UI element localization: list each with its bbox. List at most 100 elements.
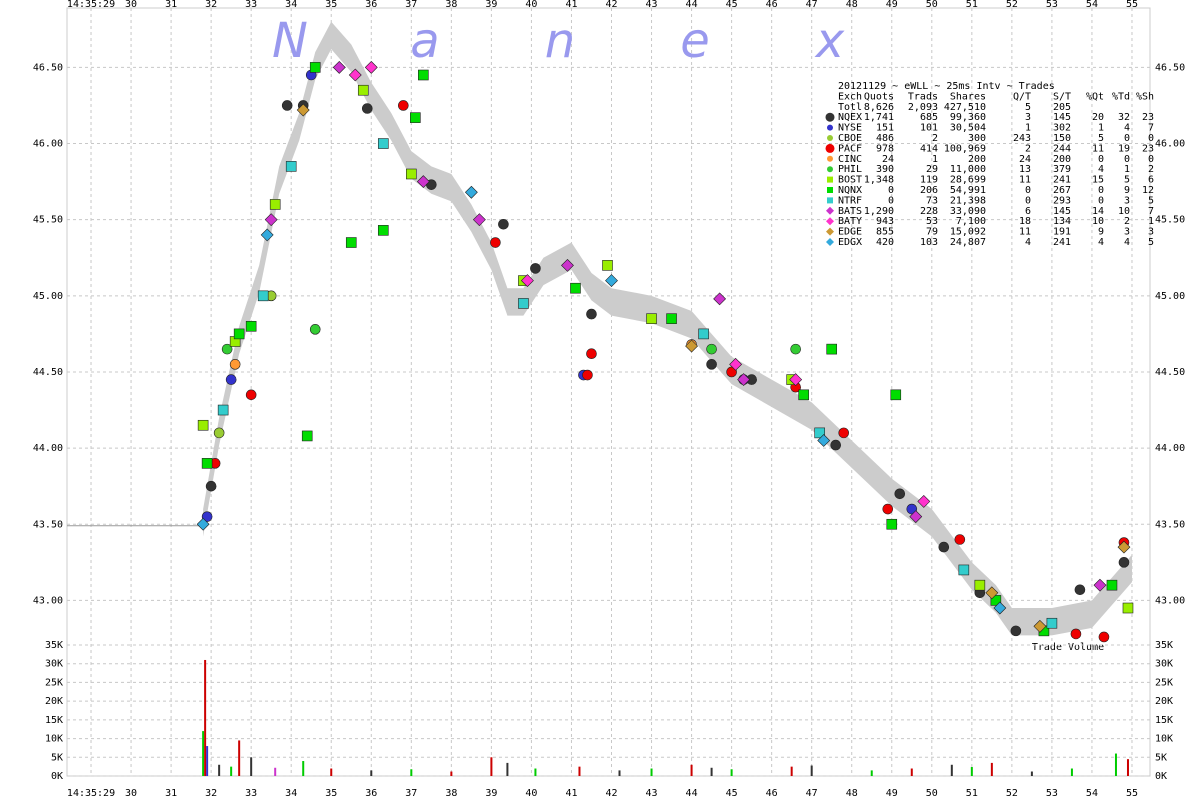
table-cell: 486 <box>876 133 894 144</box>
volume-tick-label: 0K <box>1155 771 1167 782</box>
x-tick-label: 50 <box>926 788 938 799</box>
table-cell: 73 <box>926 195 938 206</box>
table-cell: 200 <box>968 154 986 165</box>
volume-tick-label: 35K <box>45 640 63 651</box>
table-cell: 10 <box>1092 216 1104 227</box>
volume-bar <box>490 757 493 776</box>
table-cell: 267 <box>1053 185 1071 196</box>
volume-bar <box>274 767 277 776</box>
volume-bar <box>410 769 413 776</box>
y-tick-label: 43.00 <box>1155 595 1185 606</box>
trade-marker <box>416 175 430 189</box>
table-cell: 23 <box>1142 143 1154 154</box>
volume-bar <box>810 765 813 776</box>
table-cell: 4 <box>1124 123 1130 134</box>
table-cell: 6 <box>1025 206 1031 217</box>
y-tick-label: 46.00 <box>1155 139 1185 150</box>
table-cell: 302 <box>1053 123 1071 134</box>
trade-marker <box>245 389 257 401</box>
y-tick-label: 45.50 <box>33 215 63 226</box>
x-tick-label: 33 <box>245 0 257 10</box>
x-tick-label: 55 <box>1126 788 1138 799</box>
trade-marker <box>1098 631 1110 643</box>
x-tick-label: 41 <box>565 788 577 799</box>
trade-marker <box>285 161 297 172</box>
table-cell: 119 <box>920 175 938 186</box>
table-cell: 101 <box>920 123 938 134</box>
table-cell: 5 <box>1148 237 1154 248</box>
trade-marker <box>685 339 699 353</box>
x-tick-label: 49 <box>886 788 898 799</box>
x-tick-label: 47 <box>806 788 818 799</box>
trade-marker <box>309 62 321 73</box>
x-tick-label: 37 <box>405 0 417 10</box>
trade-marker <box>882 503 894 515</box>
table-cell: 293 <box>1053 195 1071 206</box>
table-header: Q/T <box>1013 91 1031 102</box>
trade-marker <box>713 292 727 306</box>
table-cell: 4 <box>1124 237 1130 248</box>
trade-marker <box>974 579 986 591</box>
trade-marker <box>357 84 369 96</box>
table-cell: 20 <box>1092 112 1104 123</box>
legend-marker <box>825 143 835 153</box>
trade-marker <box>221 343 233 355</box>
table-cell: 53 <box>926 216 938 227</box>
legend-marker <box>827 135 833 141</box>
table-cell: 11 <box>1019 227 1031 238</box>
table-cell: 0 <box>1148 133 1154 144</box>
x-tick-label: 52 <box>1006 0 1018 10</box>
table-cell: 1 <box>1025 123 1031 134</box>
trade-marker <box>894 488 906 500</box>
watermark-letter: n <box>545 13 575 69</box>
y-tick-label: 46.50 <box>1155 62 1185 73</box>
y-tick-label: 43.00 <box>33 595 63 606</box>
x-tick-label: 45 <box>726 788 738 799</box>
x-tick-label: 54 <box>1086 788 1098 799</box>
trade-marker <box>602 260 613 271</box>
x-tick-label: 38 <box>445 0 457 10</box>
table-cell: 2,093 <box>908 102 938 113</box>
x-tick-label: 44 <box>686 0 698 10</box>
trade-marker <box>309 324 321 335</box>
trade-marker <box>906 503 918 515</box>
trade-marker <box>201 458 213 469</box>
table-cell: 206 <box>920 185 938 196</box>
table-cell: 151 <box>876 123 894 134</box>
y-tick-label: 43.50 <box>33 519 63 530</box>
volume-bar <box>206 746 209 776</box>
trade-marker <box>213 427 225 439</box>
table-cell: 11 <box>1019 175 1031 186</box>
volume-bar <box>202 731 205 776</box>
trade-marker <box>490 237 501 248</box>
trade-marker <box>798 389 809 401</box>
table-cell: 21,398 <box>950 195 986 206</box>
table-cell: 7,100 <box>956 216 986 227</box>
table-cell: 855 <box>876 227 894 238</box>
volume-bar <box>218 764 221 776</box>
legend-marker <box>826 227 834 236</box>
table-cell: 3 <box>1124 195 1130 206</box>
volume-bar <box>450 771 453 776</box>
table-cell: 3 <box>1148 227 1154 238</box>
x-tick-label: 30 <box>125 0 137 10</box>
y-tick-label: 45.00 <box>1155 291 1185 302</box>
trade-marker <box>706 359 717 370</box>
table-cell: CINC <box>838 154 862 165</box>
trade-marker <box>361 103 373 114</box>
trade-marker <box>229 359 241 370</box>
table-cell: 99,360 <box>950 112 986 123</box>
trade-marker <box>586 308 597 320</box>
table-cell: 32 <box>1118 112 1130 123</box>
table-cell: NTRF <box>838 195 862 206</box>
trade-marker <box>377 225 389 236</box>
legend-marker <box>827 176 833 183</box>
volume-bar <box>1030 771 1033 776</box>
trade-marker <box>985 586 999 600</box>
trade-marker <box>954 534 966 545</box>
trade-marker <box>217 404 229 416</box>
legend-marker <box>825 112 835 122</box>
table-cell: 4 <box>1098 237 1104 248</box>
trade-marker <box>264 213 278 227</box>
